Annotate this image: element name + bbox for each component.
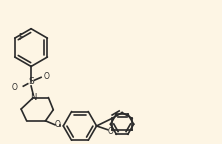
Text: N: N — [30, 93, 36, 102]
Text: O: O — [107, 127, 113, 136]
Text: O: O — [55, 120, 61, 129]
Text: S: S — [28, 77, 34, 87]
Text: O: O — [43, 72, 49, 81]
Text: O: O — [12, 83, 18, 92]
Text: F: F — [19, 33, 23, 41]
